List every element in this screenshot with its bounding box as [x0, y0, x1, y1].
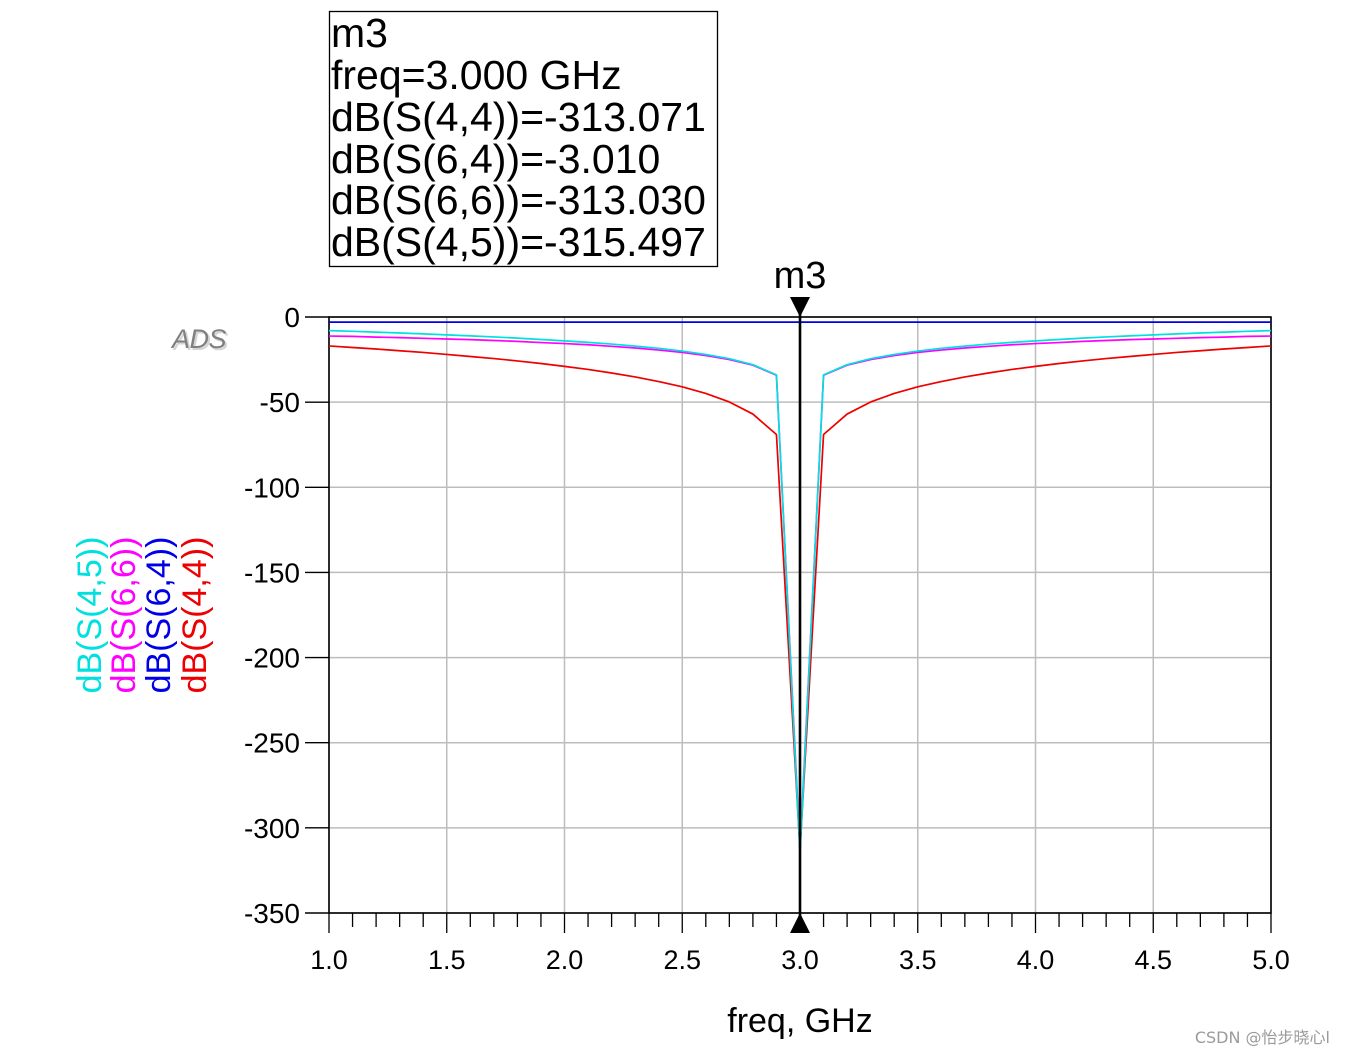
marker-label: m3 — [774, 255, 827, 297]
x-tick-label: 3.5 — [899, 945, 937, 975]
y-tick-label: -350 — [244, 898, 300, 929]
marker-readout-box: m3 freq=3.000 GHz dB(S(4,4))=-313.071 dB… — [328, 10, 719, 268]
ads-logo: ADS — [172, 324, 227, 354]
csdn-watermark: CSDN @怡步晓心l — [1194, 1028, 1330, 1047]
readout-freq: freq=3.000 GHz — [331, 52, 622, 98]
y-tick-label: -50 — [260, 387, 300, 418]
readout-value: dB(S(4,4))=-313.071 — [331, 94, 706, 140]
axis-ticks — [305, 316, 1272, 933]
y-tick-label: 0 — [284, 302, 300, 333]
marker-top-triangle — [790, 297, 810, 317]
series-label-s44: dB(S(4,4)) — [176, 537, 214, 694]
readout-value: dB(S(6,4))=-3.010 — [331, 136, 660, 182]
series-label-s45: dB(S(4,5)) — [71, 537, 109, 694]
y-axis-series-labels: dB(S(4,5)) dB(S(6,6)) dB(S(6,4)) dB(S(4,… — [71, 537, 214, 694]
y-tick-label: -250 — [244, 728, 300, 759]
x-tick-label: 4.0 — [1017, 945, 1055, 975]
axis-tick-labels: 0 -50 -100 -150 -200 -250 -300 -350 1.0 1.5 2.0 2.5… — [244, 302, 1290, 975]
y-tick-label: -300 — [244, 813, 300, 844]
x-tick-label: 4.5 — [1134, 945, 1172, 975]
y-tick-label: -150 — [244, 557, 300, 588]
x-axis-label: freq, GHz — [727, 1002, 872, 1040]
series-label-s64: dB(S(6,4)) — [140, 537, 178, 694]
marker-m3: m3 — [774, 255, 827, 933]
y-tick-label: -100 — [244, 472, 300, 503]
marker-readout-frame — [328, 10, 719, 268]
x-tick-label: 3.0 — [781, 945, 819, 975]
y-tick-label: -200 — [244, 643, 300, 674]
series-label-s66: dB(S(6,6)) — [105, 537, 143, 694]
x-tick-label: 2.5 — [663, 945, 701, 975]
x-tick-label: 5.0 — [1252, 945, 1290, 975]
readout-marker-name: m3 — [331, 10, 388, 56]
marker-bottom-triangle — [790, 913, 810, 933]
readout-value: dB(S(6,6))=-313.030 — [331, 177, 706, 223]
readout-value: dB(S(4,5))=-315.497 — [331, 219, 706, 265]
x-tick-label: 1.5 — [428, 945, 466, 975]
x-tick-label: 1.0 — [310, 945, 348, 975]
x-tick-label: 2.0 — [546, 945, 584, 975]
